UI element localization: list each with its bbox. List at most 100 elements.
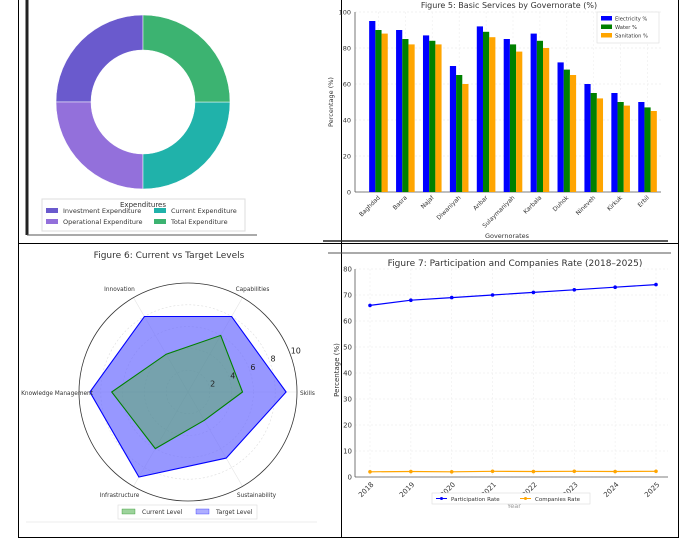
line-legend-marker [440,497,443,500]
bar-ytick-label: 80 [343,45,351,53]
line-ytick-label: 40 [343,370,352,378]
donut-slice-total-expenditure [142,14,231,103]
bar-kirkuk-sanitation [623,105,630,192]
donut-legend-swatch [46,219,58,224]
line-point [490,469,495,474]
line-chart-title: Figure 7: Participation and Companies Ra… [388,259,643,269]
donut-legend [41,198,246,232]
line-xtick-label: 2025 [643,481,661,499]
radar-axis-label: Infrastructure [100,493,140,499]
radar-legend-label: Target Level [215,509,253,516]
line-xtick-label: 2018 [357,481,375,499]
bar-baghdad-sanitation [381,33,388,192]
radar-axis-label: Innovation [104,287,135,293]
bar-anbar-water [482,31,490,192]
radar-outer-circle [78,282,298,502]
bar-nineveh-electricity [584,84,591,192]
figure-table [18,0,679,538]
donut-legend-label: Current Expenditure [171,207,237,215]
bar-erbil-electricity [638,102,645,192]
donut-slice-current-expenditure [142,101,231,190]
radar-rtick-label: 4 [230,371,235,380]
bar-ytick-label: 100 [339,9,351,17]
bar-nineveh-sanitation [596,98,604,192]
radar-legend-swatch [121,508,136,515]
bar-basra-sanitation [408,44,415,193]
radar-rtick-label: 2 [210,380,215,389]
donut-legend-title: Expenditures [120,201,166,209]
bar-duhok-electricity [557,62,564,193]
bar-karbala-electricity [530,33,537,192]
donut-chart: Expenditures Investment Expenditure Opera… [25,0,257,236]
bar-xtick-label: Kirkuk [606,194,624,212]
bar-diwaniyah-sanitation [462,84,469,192]
line-legend-label: Participation Rate [451,497,500,503]
bar-sulaymaniyah-sanitation [516,51,523,192]
bar-baghdad-water [375,30,382,192]
donut-legend-label: Operational Expenditure [63,218,143,226]
line-point [368,303,372,308]
radar-chart-title: Figure 6: Current vs Target Levels [94,251,245,261]
bar-erbil-sanitation [650,111,657,192]
radar-area-target-level [89,315,287,478]
bar-xtick-label: Anbar [472,194,490,212]
bar-erbil-water [644,107,651,192]
line-point [409,298,413,302]
donut-legend-swatch [46,208,58,213]
line-series-participation-rate [369,284,657,306]
radar-axis-label: Knowledge Management [21,391,94,397]
line-ytick-label: 10 [343,448,352,456]
bar-legend-swatch [601,24,612,29]
line-chart-ylabel: Percentage (%) [333,343,341,397]
line-point [613,469,617,474]
bar-diwaniyah-electricity [449,66,457,192]
bar-xtick-label: Karbala [522,194,543,215]
radar-legend-swatch [195,508,210,515]
bar-xtick-label: Najaf [420,194,437,211]
bar-baghdad-electricity [369,21,376,192]
bar-kirkuk-electricity [611,93,618,192]
line-ytick-label: 20 [343,422,352,430]
bar-najaf-electricity [422,35,430,193]
bar-diwaniyah-water [456,75,463,192]
line-point [449,470,454,474]
bar-legend-swatch [601,33,612,38]
bar-legend-label: Sanitation % [615,34,648,40]
bar-sulaymaniyah-electricity [503,39,510,192]
bar-basra-electricity [396,30,403,192]
bar-karbala-sanitation [543,48,550,192]
line-point [531,290,536,295]
bar-najaf-water [429,40,436,192]
line-chart-xlabel: Year [506,502,521,510]
radar-area-current-level [110,334,244,450]
radar-rtick-label: 8 [271,355,276,364]
bar-xtick-label: Basra [392,194,409,211]
bar-duhok-water [563,69,570,192]
line-point [449,295,454,300]
bar-xtick-label: Duhok [552,194,571,213]
line-ytick-label: 30 [343,396,352,404]
line-point [572,288,577,292]
line-point [409,469,413,474]
bar-legend-label: Water % [615,25,637,31]
bar-anbar-electricity [476,26,483,193]
line-legend-box [431,492,591,505]
bar-chart-ylabel: Percentage (%) [327,77,335,127]
line-xtick-label: 2019 [398,481,416,499]
radar-rtick-label: 10 [291,346,301,355]
line-xtick-label: 2024 [602,480,621,499]
donut-slice-investment-expenditure [55,14,144,103]
bar-ytick-label: 20 [343,153,351,161]
table-row-divider [19,243,678,244]
bar-sulaymaniyah-water [509,44,517,193]
donut-legend-label: Total Expenditure [170,218,228,226]
bar-legend-swatch [601,16,612,21]
line-ytick-label: 0 [348,474,352,482]
bar-ytick-label: 0 [347,189,351,197]
bar-ytick-label: 40 [343,117,351,125]
line-ytick-label: 80 [343,266,352,274]
line-point [654,282,658,287]
bar-xtick-label: Diwaniyah [435,194,462,221]
bar-xtick-label: Nineveh [575,194,598,217]
line-point [572,469,577,474]
